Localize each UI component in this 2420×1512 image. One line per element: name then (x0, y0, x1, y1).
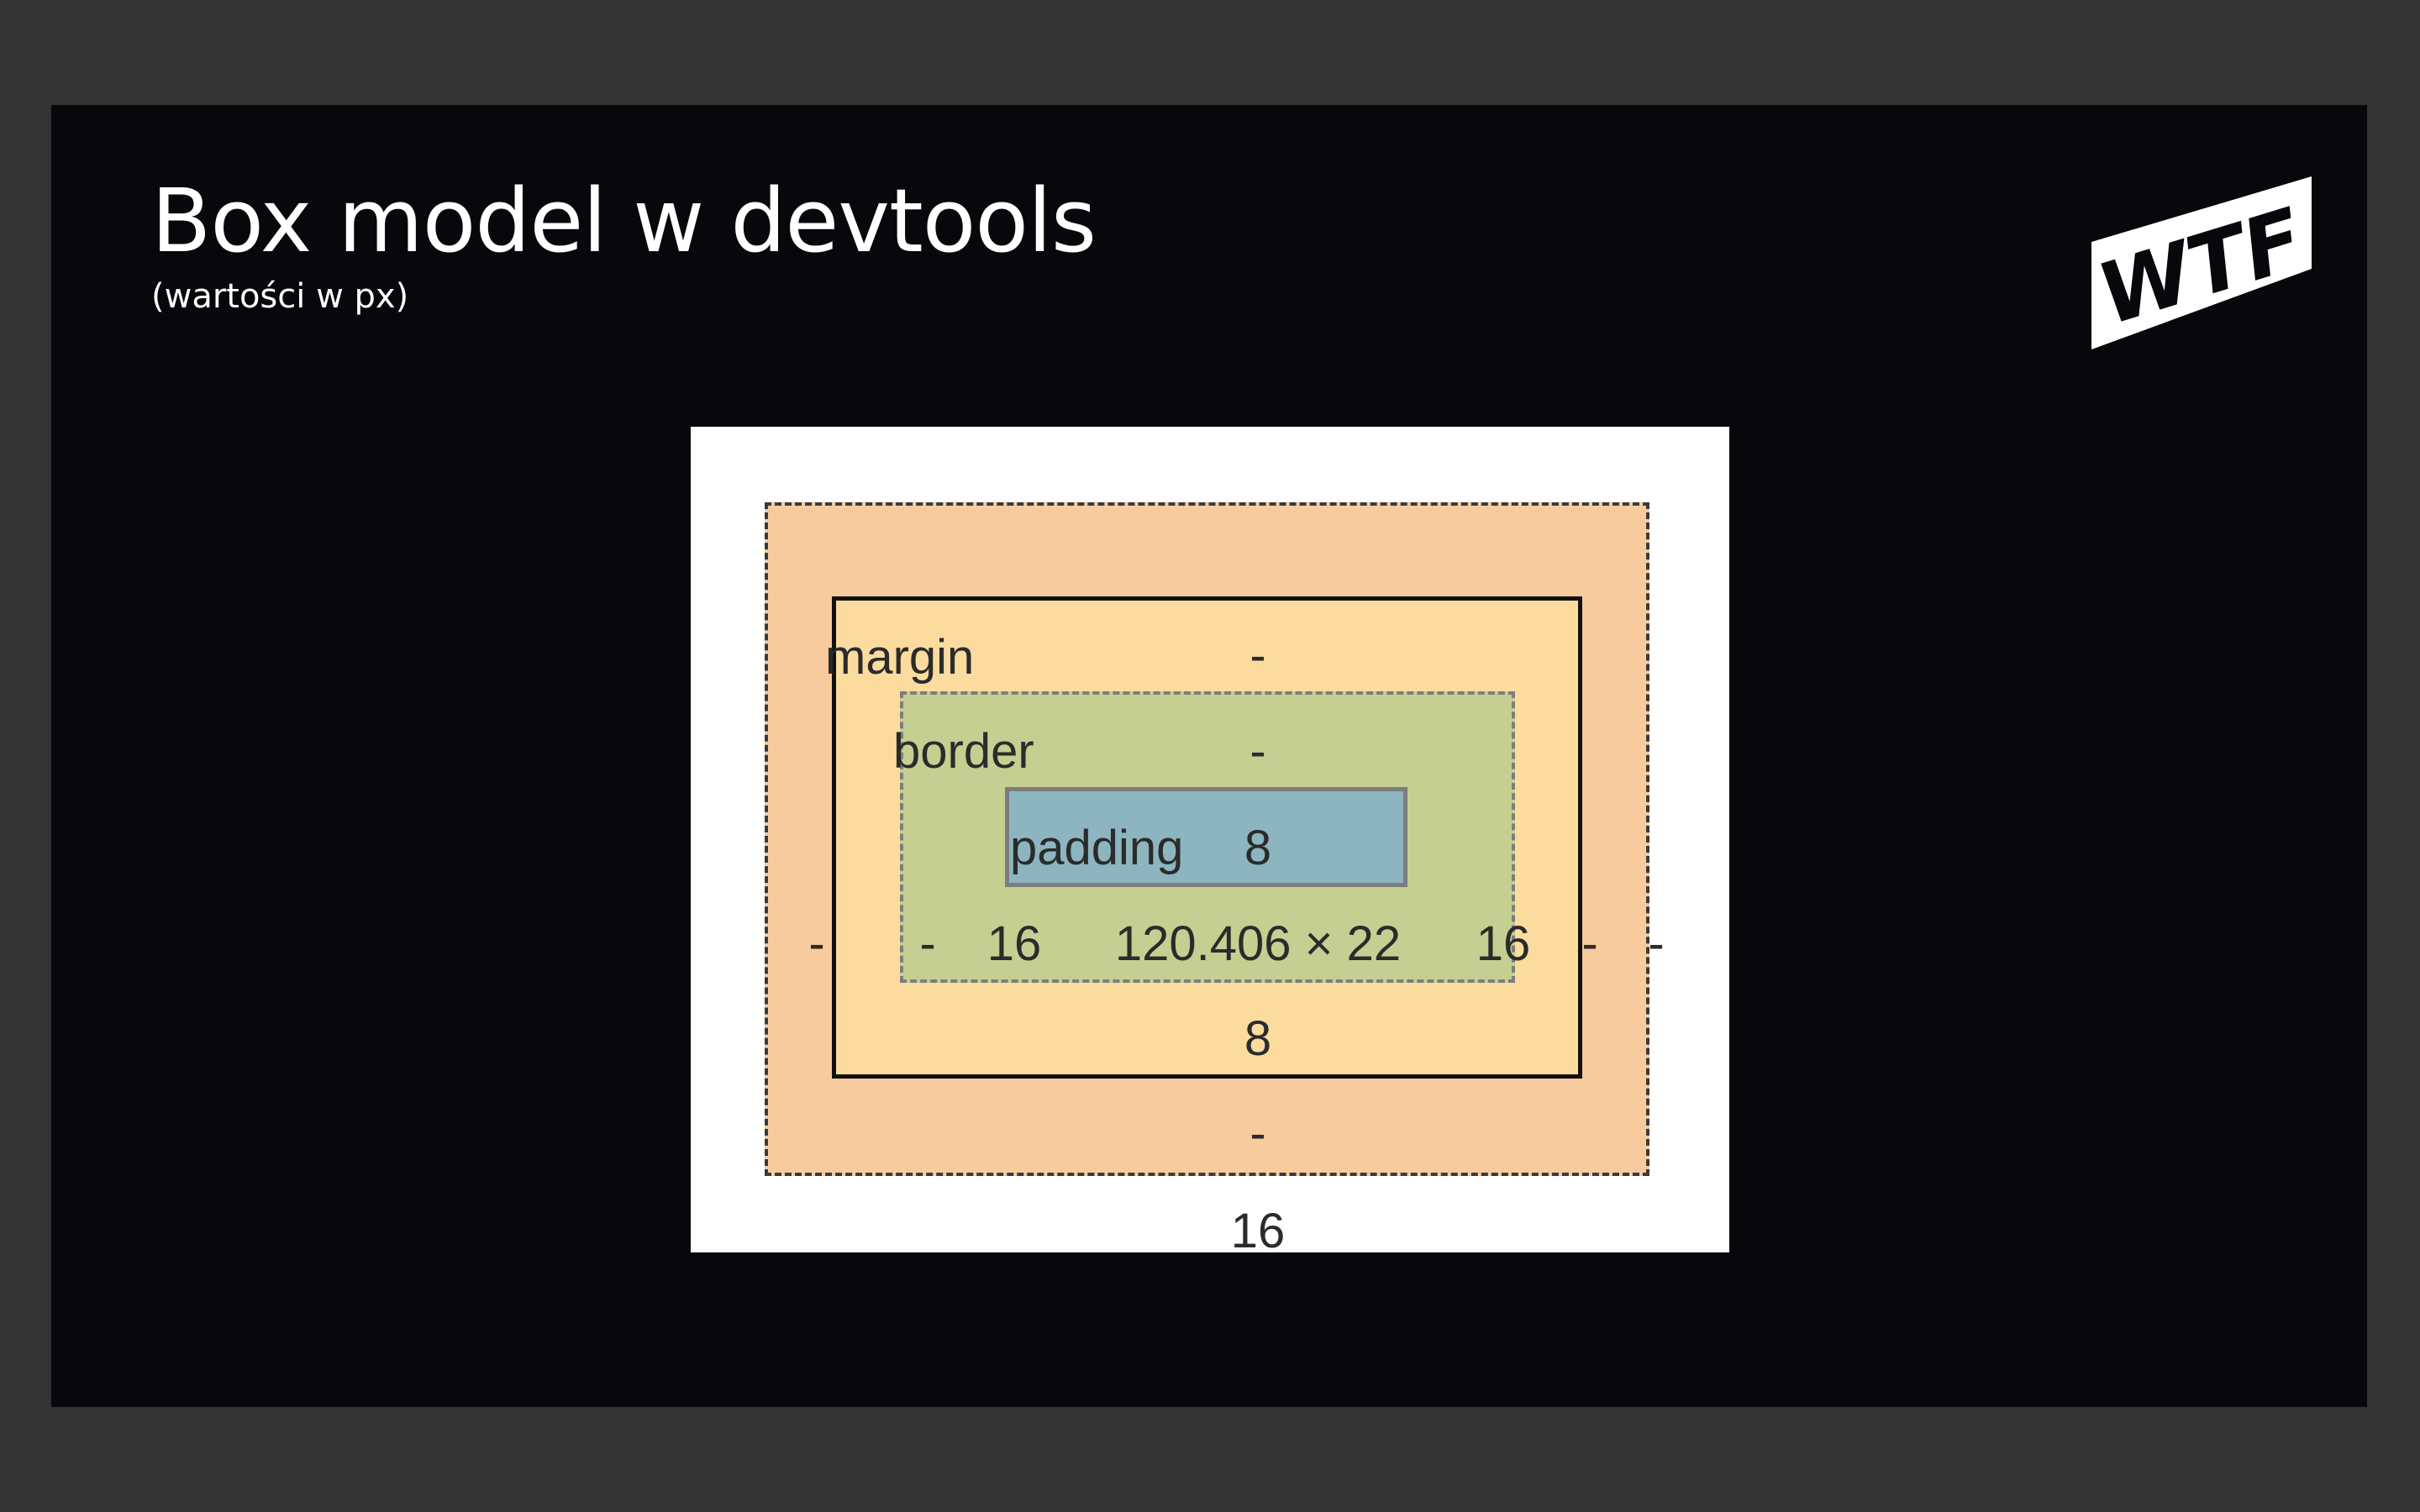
padding-label: padding (1010, 821, 1184, 875)
slide: Box model w devtools (wartości w px) WTF… (51, 105, 2367, 1407)
border-top-value: - (1249, 724, 1266, 779)
box-model-panel: margin - - - 16 border - - - - padding 8… (691, 427, 1729, 1258)
margin-left-value: - (808, 916, 825, 971)
content-size-value: 120.406 × 22 (1114, 916, 1402, 971)
border-right-value: - (1581, 916, 1598, 971)
padding-top-value: 8 (1244, 821, 1272, 875)
margin-top-value: - (1249, 628, 1266, 683)
padding-right-value: 16 (1476, 916, 1531, 971)
wtf-logo: WTF (2091, 176, 2314, 349)
margin-bottom-value: 16 (1230, 1204, 1286, 1258)
slide-subtitle: (wartości w px) (151, 277, 409, 316)
content-box (1005, 787, 1407, 887)
margin-label: margin (825, 630, 975, 685)
border-bottom-value: - (1249, 1106, 1266, 1161)
padding-bottom-value: 8 (1244, 1011, 1272, 1066)
slide-title: Box model w devtools (151, 170, 1097, 272)
padding-left-value: 16 (986, 916, 1042, 971)
padding-box (900, 691, 1515, 983)
border-left-value: - (919, 916, 936, 971)
margin-right-value: - (1648, 916, 1665, 971)
border-label: border (893, 724, 1034, 779)
